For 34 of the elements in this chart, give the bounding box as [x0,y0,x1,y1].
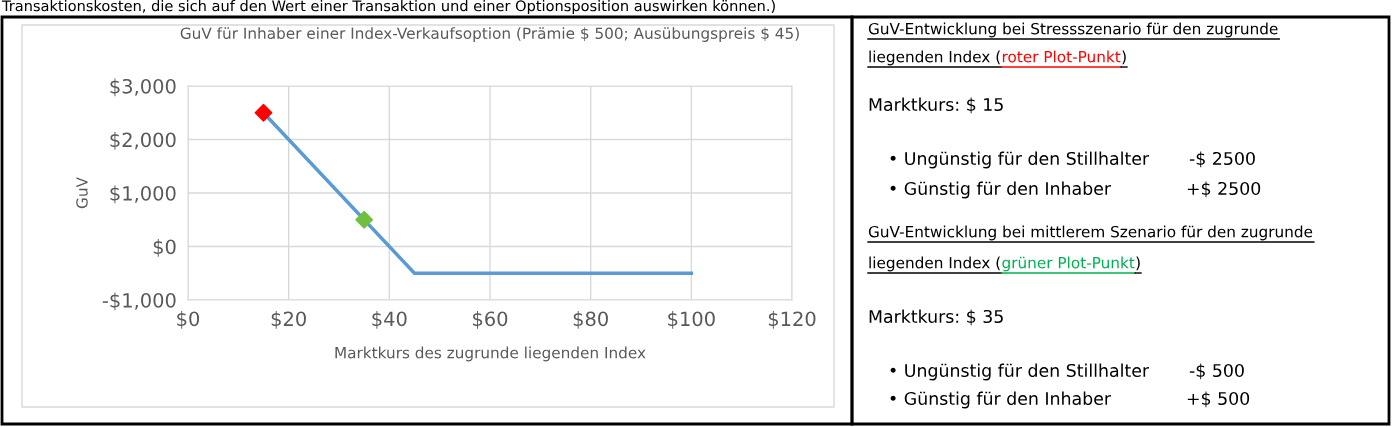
y-tick-label: $0 [153,239,176,257]
text: +$ 500 [1187,391,1250,408]
text: Transaktionskosten, die sich auf den Wert einer Transaktion und einer Optionsposition auswirken können.) [1,0,775,15]
y-axis-title: GuV [76,177,88,209]
text: Marktkurs: $ 15 [869,97,1003,114]
chart-title: GuV für Inhaber einer Index-Verkaufsoption (Prämie $ 500; Ausübungspreis $ 45) [180,27,799,42]
text: GuV-Entwicklung bei Stressszenario für den zugrunde [868,22,1278,38]
x-tick-label: $60 [473,311,508,329]
text: Marktkurs: $ 35 [869,309,1003,326]
y-tick-label: $2,000 [110,132,176,150]
x-tick-label: $80 [573,311,608,329]
text: -$ 2500 [1189,151,1255,168]
x-tick-label: $120 [768,311,816,329]
y-tick-label: -$1,000 [102,292,176,311]
text: ) [1136,256,1140,271]
x-tick-label: $40 [372,311,407,329]
text: • Günstig für den Inhaber [890,391,1112,409]
text: • Ungünstig für den Stillhalter [890,151,1150,169]
text: liegenden Index ( [869,50,1000,66]
x-tick-label: $100 [668,311,715,329]
text: roter Plot-Punkt [1002,50,1121,63]
y-tick-label: $3,000 [110,78,176,97]
text: ) [1122,50,1126,65]
y-tick-label: $1,000 [110,185,176,204]
text: • Günstig für den Inhaber [890,181,1112,199]
text: -$ 500 [1189,363,1244,380]
text: • Ungünstig für den Stillhalter [890,363,1150,381]
x-tick-label: $0 [177,311,200,329]
text: +$ 2500 [1187,181,1261,198]
text: GuV-Entwicklung bei mittlerem Szenario für den zugrunde [868,225,1313,241]
x-axis-title: Marktkurs des zugrunde liegenden Index [335,346,646,362]
x-tick-label: $20 [271,311,306,329]
text: grüner Plot-Punkt [1002,256,1135,272]
text: liegenden Index ( [869,256,1000,272]
